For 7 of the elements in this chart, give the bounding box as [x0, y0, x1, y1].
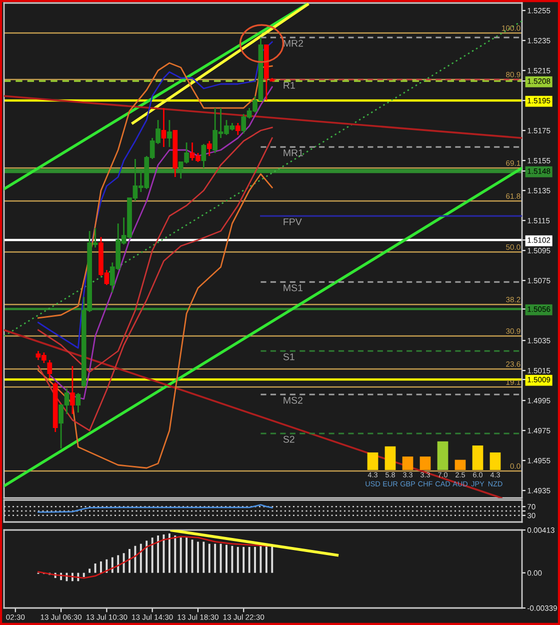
series-label: S1: [283, 353, 294, 360]
series-label: MS1: [284, 284, 302, 292]
series-label: FPV: [284, 218, 302, 226]
series-label: R1: [284, 82, 295, 89]
series-label: MS2: [284, 396, 302, 404]
series-label: MR1: [284, 149, 303, 156]
series-label: S2: [283, 436, 294, 443]
